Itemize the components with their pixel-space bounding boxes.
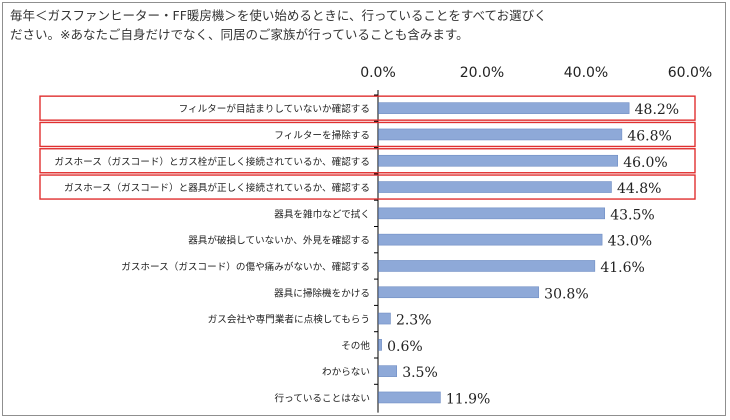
- question-line-1: 毎年＜ガスファンヒーター・FF暖房機＞を使い始めるときに、行っていることをすべて…: [10, 8, 547, 23]
- value-label: 30.8%: [544, 286, 588, 302]
- x-tick-label: 40.0%: [564, 65, 608, 81]
- value-label: 44.8%: [617, 181, 661, 197]
- category-label: ガスホース（ガスコード）と器具が正しく接続されているか、確認する: [64, 182, 370, 194]
- category-label: ガス会社や専門業者に点検してもらう: [208, 314, 370, 326]
- category-label: 行っていることはない: [275, 392, 370, 404]
- highlight-box: [39, 95, 696, 121]
- value-label: 11.9%: [446, 391, 490, 407]
- value-label: 46.8%: [627, 128, 671, 144]
- bar: [378, 286, 539, 299]
- highlight-box: [39, 121, 696, 148]
- value-label: 2.3%: [396, 313, 432, 329]
- chart-frame: [2, 2, 726, 416]
- bar: [378, 339, 382, 351]
- category-label: 器具に掃除機をかける: [274, 287, 370, 299]
- bar: [378, 233, 603, 246]
- bar: [378, 102, 630, 114]
- highlight-box: [39, 148, 696, 174]
- category-label: ガスホース（ガスコード）とガス栓が正しく接続されているか、確認する: [54, 156, 370, 168]
- category-label: ガスホース（ガスコード）の傷や痛みがないか、確認する: [121, 261, 370, 273]
- category-label: 器具が破損していないか、外見を確認する: [188, 235, 370, 247]
- value-label: 3.5%: [402, 365, 438, 381]
- value-label: 48.2%: [635, 102, 679, 118]
- value-label: 0.6%: [387, 339, 423, 355]
- bar: [378, 365, 398, 377]
- x-tick-label: 0.0%: [360, 65, 396, 81]
- bar: [378, 181, 612, 193]
- value-label: 43.5%: [610, 207, 654, 223]
- bar: [378, 260, 596, 272]
- category-label: フィルターを掃除する: [274, 129, 370, 141]
- category-label: 器具を雑巾などで拭く: [274, 208, 370, 220]
- category-label: わからない: [322, 367, 370, 378]
- x-tick-label: 60.0%: [668, 65, 712, 81]
- x-tick-label: 20.0%: [460, 65, 504, 81]
- bar: [378, 207, 605, 220]
- question-line-2: ださい。※あなたご自身だけでなく、同居のご家族が行っていることも含みます。: [10, 27, 469, 42]
- bar: [378, 312, 391, 325]
- category-label: フィルターが目詰まりしていないか確認する: [179, 103, 370, 115]
- value-label: 43.0%: [608, 234, 652, 250]
- bar: [378, 128, 623, 141]
- category-label: その他: [341, 340, 370, 352]
- value-label: 46.0%: [623, 155, 667, 171]
- highlight-box: [39, 174, 696, 200]
- survey-question: 毎年＜ガスファンヒーター・FF暖房機＞を使い始めるときに、行っていることをすべて…: [10, 6, 710, 44]
- bar: [378, 154, 618, 167]
- value-label: 41.6%: [600, 260, 644, 276]
- bar: [378, 391, 441, 404]
